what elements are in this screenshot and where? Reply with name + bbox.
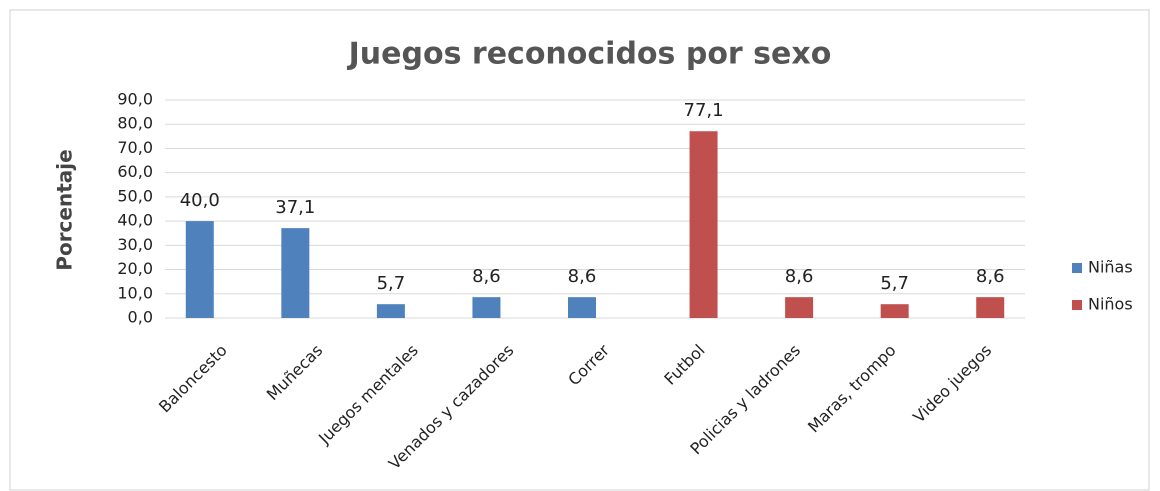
legend-swatch	[1072, 263, 1082, 273]
legend-label: Niñas	[1088, 258, 1133, 277]
data-label: 8,6	[568, 266, 597, 287]
data-label: 8,6	[976, 266, 1005, 287]
legend-label: Niños	[1088, 295, 1133, 314]
chart-title: Juegos reconocidos por sexo	[347, 37, 832, 72]
y-tick-label: 20,0	[117, 259, 153, 278]
data-label: 37,1	[275, 197, 315, 218]
y-tick-label: 10,0	[117, 283, 153, 302]
bar	[689, 131, 718, 318]
data-label: 77,1	[684, 100, 724, 121]
y-tick-label: 60,0	[117, 162, 153, 181]
y-tick-label: 80,0	[117, 114, 153, 133]
bar	[185, 221, 214, 318]
y-tick-label: 50,0	[117, 186, 153, 205]
y-axis-label: Porcentaje	[53, 149, 77, 270]
data-label: 40,0	[180, 190, 220, 211]
bar	[281, 228, 310, 318]
bar	[472, 297, 501, 318]
bar	[880, 304, 909, 318]
data-label: 5,7	[377, 273, 406, 294]
y-tick-label: 90,0	[117, 90, 153, 109]
y-tick-label: 40,0	[117, 211, 153, 230]
bar	[785, 297, 814, 318]
data-label: 5,7	[880, 273, 909, 294]
legend-swatch	[1072, 300, 1082, 310]
chart-frame	[9, 9, 1150, 491]
bar	[376, 304, 405, 318]
bar	[568, 297, 596, 318]
bar	[976, 297, 1005, 318]
data-label: 8,6	[785, 266, 814, 287]
y-tick-label: 30,0	[117, 235, 153, 254]
y-tick-label: 0,0	[128, 308, 153, 327]
y-tick-label: 70,0	[117, 138, 153, 157]
data-label: 8,6	[472, 266, 501, 287]
